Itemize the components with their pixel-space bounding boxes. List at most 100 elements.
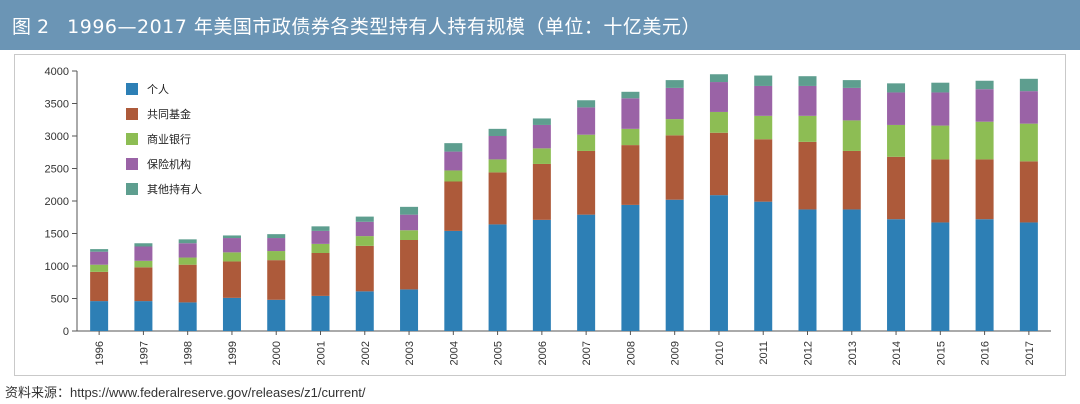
- bar-segment: [90, 249, 109, 252]
- x-tick-label: 1998: [183, 341, 195, 365]
- bar-segment: [577, 214, 596, 331]
- bar-segment: [355, 245, 374, 292]
- legend-swatch: [126, 108, 138, 120]
- x-tick-label: 2016: [980, 341, 992, 365]
- bar-segment: [444, 170, 463, 182]
- bar-segment: [311, 253, 330, 296]
- bar-segment: [90, 301, 109, 331]
- bar-segment: [488, 172, 507, 225]
- bar-segment: [577, 134, 596, 151]
- title-bar: 图 2 1996—2017 年美国市政债券各类型持有人持有规模（单位：十亿美元）: [0, 0, 1080, 50]
- bar-segment: [931, 82, 950, 93]
- bar-segment: [887, 219, 906, 331]
- bar-segment: [621, 145, 640, 205]
- bar-segment: [665, 199, 684, 331]
- x-tick-label: 2012: [803, 341, 815, 365]
- x-tick-label: 2003: [404, 341, 416, 365]
- bar-segment: [709, 195, 728, 331]
- bar-segment: [975, 159, 994, 220]
- bar-segment: [1019, 91, 1038, 124]
- bar-stack-2014: [887, 83, 906, 331]
- bar-segment: [975, 89, 994, 122]
- y-tick-label: 3500: [45, 99, 69, 111]
- bar-segment: [842, 87, 861, 121]
- y-tick-label: 1500: [45, 229, 69, 241]
- bar-stack-2015: [931, 82, 950, 331]
- bar-segment: [90, 271, 109, 302]
- bar-segment: [577, 150, 596, 215]
- bar-segment: [621, 98, 640, 129]
- bar-segment: [178, 302, 197, 331]
- bar-segment: [311, 295, 330, 331]
- bar-segment: [134, 267, 153, 302]
- bar-segment: [887, 124, 906, 157]
- bar-segment: [577, 107, 596, 135]
- bar-stack-1999: [222, 235, 241, 331]
- bar-segment: [709, 82, 728, 112]
- bar-segment: [311, 243, 330, 253]
- x-tick-label: 2002: [360, 341, 372, 365]
- bar-segment: [754, 201, 773, 331]
- bar-stack-2013: [842, 80, 861, 331]
- x-tick-label: 1997: [138, 341, 150, 365]
- bar-segment: [488, 128, 507, 136]
- y-tick-label: 0: [63, 326, 69, 338]
- bar-segment: [621, 91, 640, 99]
- bar-segment: [754, 115, 773, 140]
- bar-segment: [798, 209, 817, 331]
- x-tick-label: 2008: [625, 341, 637, 365]
- bar-segment: [444, 181, 463, 231]
- bar-stack-2007: [577, 100, 596, 331]
- bar-segment: [887, 83, 906, 93]
- bar-segment: [222, 297, 241, 331]
- bar-segment: [754, 75, 773, 86]
- x-tick-label: 1999: [227, 341, 239, 365]
- bar-segment: [1019, 222, 1038, 331]
- figure-number: 图 2: [12, 15, 50, 38]
- bar-segment: [975, 121, 994, 160]
- bar-segment: [355, 216, 374, 222]
- y-tick-label: 1000: [45, 261, 69, 273]
- bar-segment: [931, 92, 950, 126]
- bar-segment: [665, 119, 684, 136]
- legend-swatch: [126, 83, 138, 95]
- bar-stack-1998: [178, 239, 197, 331]
- bar-segment: [444, 230, 463, 331]
- bar-stack-2008: [621, 91, 640, 331]
- bar-segment: [842, 150, 861, 210]
- x-tick-label: 2001: [316, 341, 328, 365]
- bar-segment: [222, 252, 241, 262]
- legend-label: 个人: [147, 83, 169, 96]
- bar-stack-2004: [444, 143, 463, 331]
- x-tick-label: 1996: [94, 341, 106, 365]
- bar-stack-2009: [665, 80, 684, 331]
- bar-stack-2000: [267, 234, 286, 331]
- chart-frame: 0 500 1000 1500 2000 2500 3000 3500 4000 1996 199…: [14, 54, 1066, 376]
- bar-segment: [842, 80, 861, 88]
- bar-segment: [887, 92, 906, 125]
- legend-swatch: [126, 158, 138, 170]
- x-tick-label: 2011: [758, 341, 770, 365]
- bar-stack-2010: [709, 74, 728, 331]
- bar-segment: [267, 299, 286, 331]
- legend-label: 其他持有人: [147, 182, 202, 196]
- bar-segment: [400, 214, 419, 231]
- bar-segment: [134, 301, 153, 331]
- bar-segment: [798, 141, 817, 210]
- bar-segment: [842, 209, 861, 331]
- bar-segment: [842, 120, 861, 151]
- bar-segment: [975, 80, 994, 90]
- bar-stack-2016: [975, 80, 994, 331]
- bar-segment: [355, 221, 374, 237]
- bar-segment: [709, 74, 728, 83]
- chart-title: 1996—2017 年美国市政债券各类型持有人持有规模（单位：十亿美元）: [67, 15, 701, 38]
- bar-segment: [621, 128, 640, 146]
- y-axis: 0 500 1000 1500 2000 2500 3000 3500 4000: [45, 66, 78, 338]
- bar-segment: [311, 230, 330, 244]
- bar-segment: [621, 204, 640, 331]
- bar-stack-2002: [355, 216, 374, 331]
- x-tick-label: 2006: [537, 341, 549, 365]
- y-tick-label: 3000: [45, 131, 69, 143]
- bar-segment: [178, 264, 197, 303]
